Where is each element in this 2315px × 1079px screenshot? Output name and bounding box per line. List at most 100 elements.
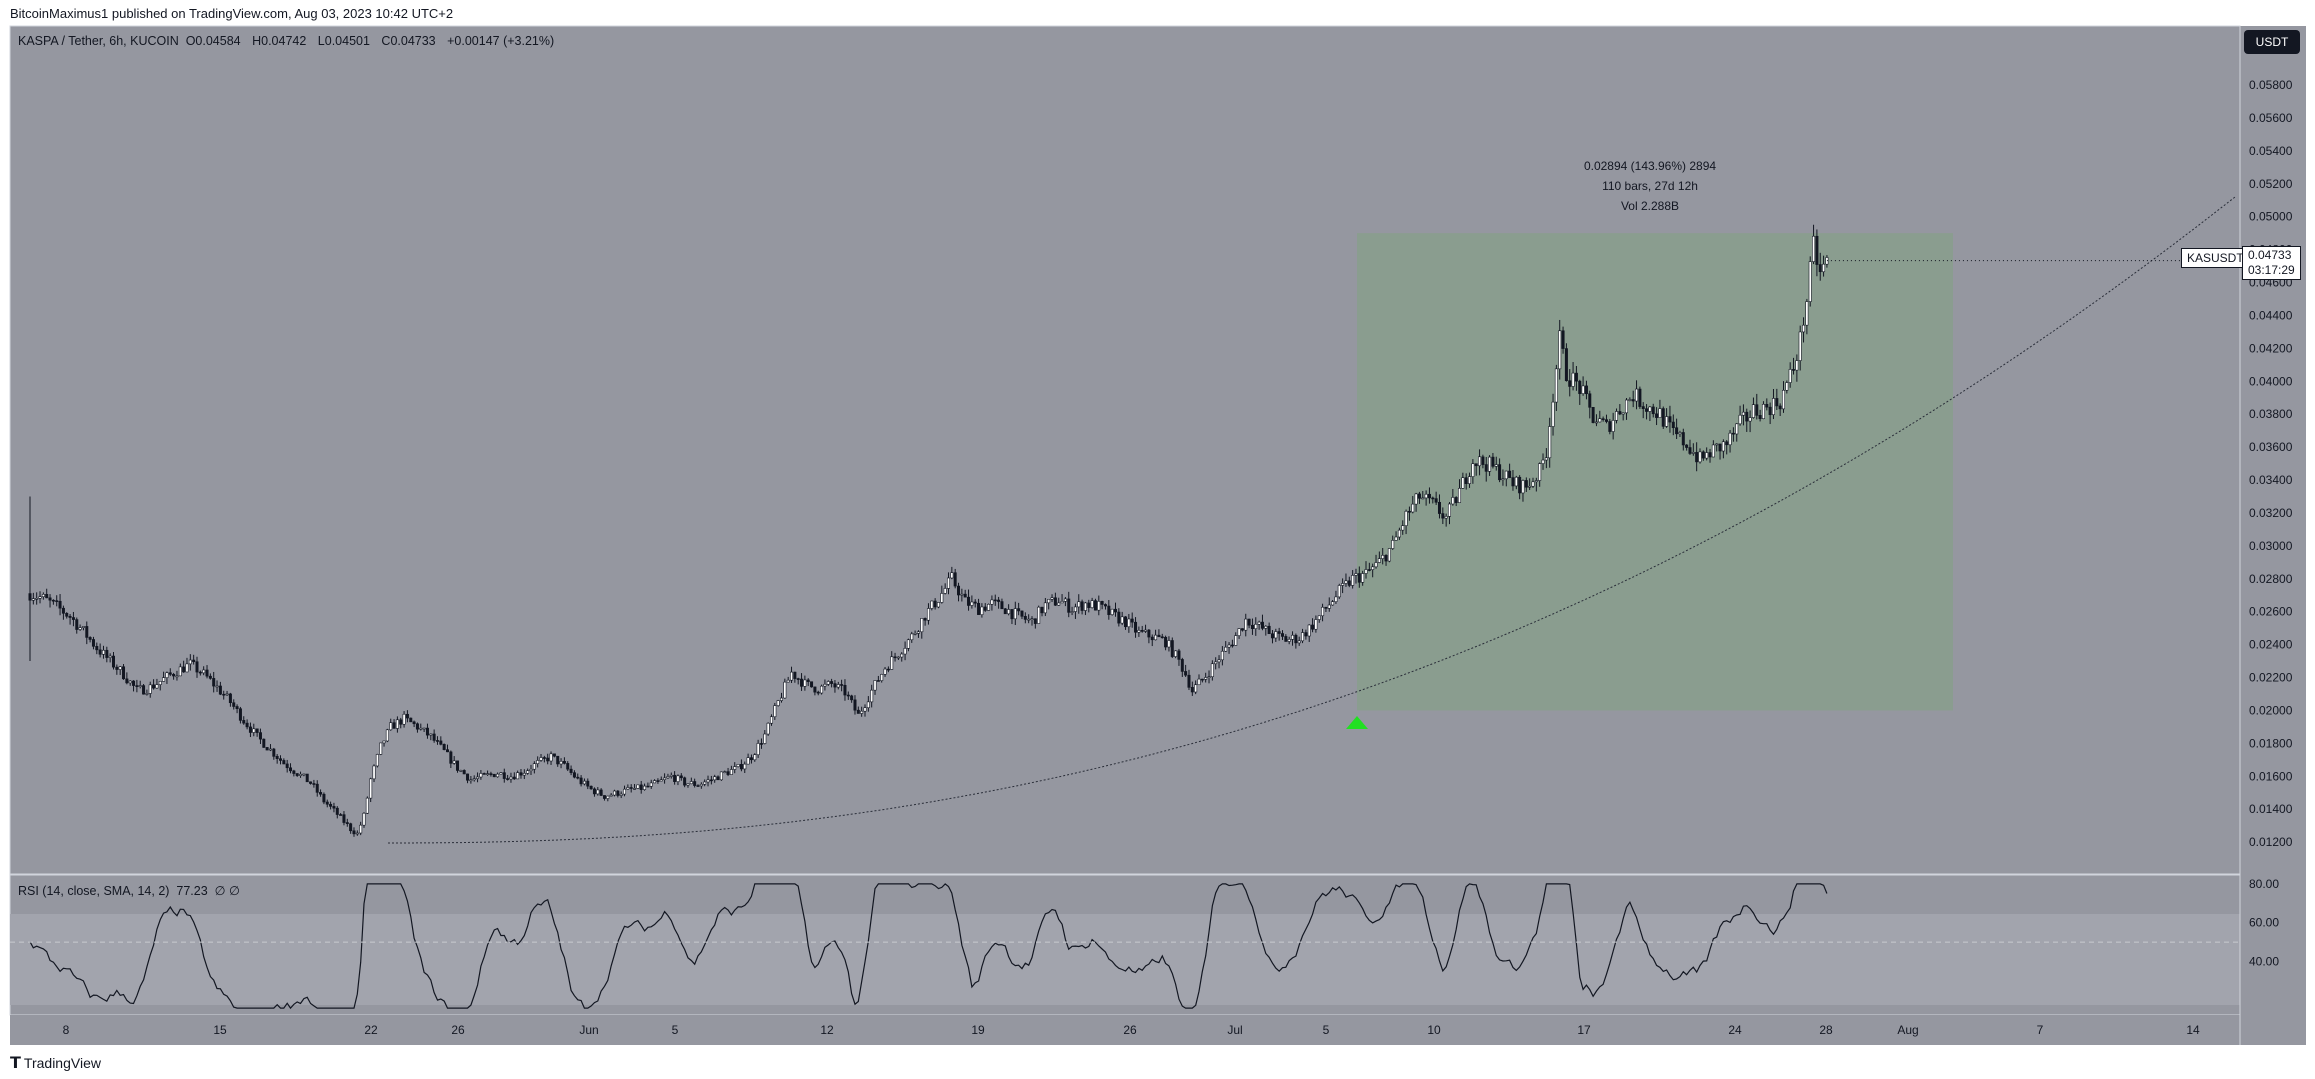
candle-body [449,751,453,764]
candle-body [1618,411,1622,415]
candle-body [1745,411,1749,422]
candle-body [132,680,136,686]
candle-body [182,666,186,673]
candle-body [619,793,623,796]
candle-body [1718,443,1722,452]
candle-body [1314,619,1318,630]
candle-body [1731,432,1735,435]
time-tick-label: 5 [1323,1023,1330,1037]
candle-body [1247,618,1251,626]
candle-body [1427,493,1431,499]
candle-body [115,666,119,670]
candle-body [612,790,616,796]
candle-body [512,776,516,780]
candle-body [1581,385,1585,394]
candle-body [813,686,817,693]
currency-button[interactable]: USDT [2244,30,2300,54]
candle-body [476,776,480,779]
candle-body [1260,621,1264,629]
candle-body [1802,324,1806,333]
candle-body [1180,659,1184,672]
candle-body [943,588,947,594]
candle-body [853,699,857,711]
rsi-title[interactable]: RSI (14, close, SMA, 14, 2) [18,884,170,898]
candle-body [936,602,940,608]
candle-body [1017,608,1021,612]
candle-body [1130,618,1134,623]
price-tick-label: 0.04400 [2249,308,2293,322]
candle-body [1174,650,1178,657]
candle-body [215,685,219,688]
candle-body [1815,235,1819,265]
candle-body [566,763,570,770]
candle-body [31,598,35,601]
candle-body [1441,513,1445,519]
candle-body [58,600,62,609]
candle-body [1073,606,1077,612]
candle-body [923,618,927,621]
candle-body [315,783,319,793]
candle-body [1037,606,1041,624]
candle-body [1107,605,1111,615]
candle-body [896,656,900,659]
candle-body [339,814,343,816]
candle-body [325,801,329,805]
price-tick-label: 0.04200 [2249,341,2293,355]
candle-body [549,753,553,762]
candle-body [1197,678,1201,686]
candle-body [1514,476,1518,487]
candle-body [61,607,65,614]
candle-body [1124,616,1128,628]
candle-body [1093,600,1097,611]
candle-body [816,691,820,694]
candle-body [1775,398,1779,407]
candle-body [906,639,910,649]
time-tick-label: 22 [364,1023,378,1037]
candle-body [1508,470,1512,478]
candle-body [496,773,500,778]
candle-body [399,719,403,725]
candle-body [1023,616,1027,620]
candle-body [1551,401,1555,427]
candle-body [1147,629,1151,638]
candle-body [1655,413,1659,418]
price-tick-label: 0.05400 [2249,144,2293,158]
candle-body [1792,369,1796,371]
candle-body [1371,566,1375,570]
candle-body [1778,405,1782,410]
candle-body [1484,464,1488,472]
candle-body [1294,634,1298,644]
candle-body [1771,398,1775,416]
symbol-label[interactable]: KASPA / Tether, 6h, KUCOIN [18,34,179,48]
footer-brand-label: TradingView [23,1055,101,1071]
candle-body [823,683,827,687]
candle-body [1053,597,1057,606]
candle-body [452,760,456,764]
candle-body [997,599,1001,602]
candle-body [659,779,663,782]
candle-body [1538,463,1542,481]
candle-body [1604,419,1608,422]
candle-body [1812,235,1816,262]
candle-body [856,709,860,714]
candle-body [873,680,877,691]
candle-body [68,615,72,618]
candle-body [1020,610,1024,617]
candle-body [385,729,389,742]
time-tick-label: 7 [2037,1023,2044,1037]
candle-body [278,758,282,761]
candle-body [1568,380,1572,387]
candle-body [830,681,834,684]
candle-body [967,596,971,606]
candle-body [913,633,917,635]
candle-body [489,773,493,775]
rsi-tick-label: 60.00 [2249,916,2279,930]
candle-body [569,768,573,773]
candle-body [65,613,69,617]
price-scale [2240,26,2306,1045]
candle-body [252,728,256,733]
candle-body [1110,608,1114,615]
footer-brand[interactable]: 𝗧 TradingView [10,1053,101,1073]
candle-body [95,646,99,651]
